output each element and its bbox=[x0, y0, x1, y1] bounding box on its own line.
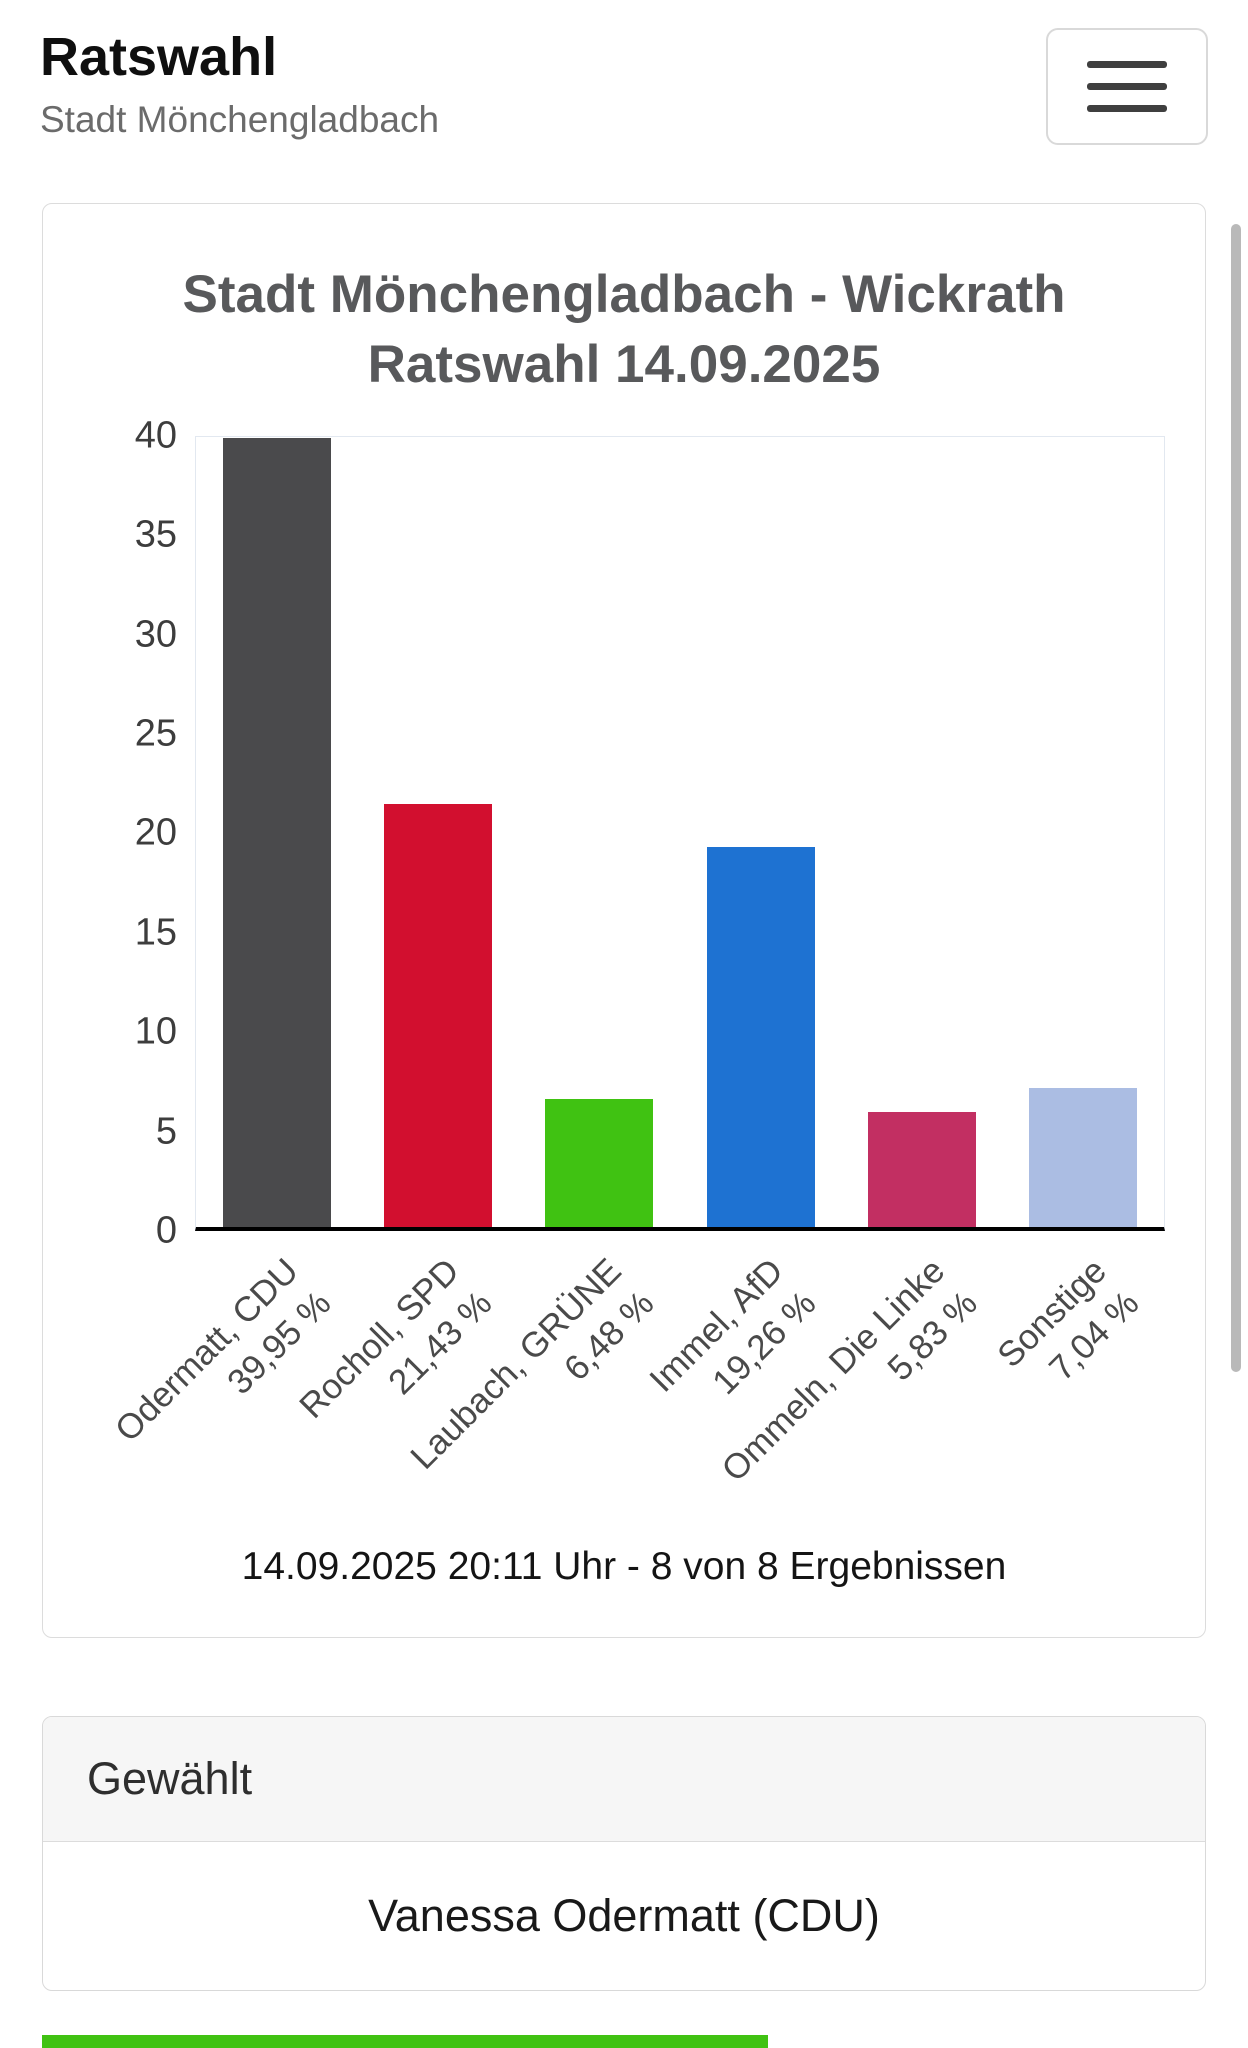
y-axis-tick-label: 25 bbox=[134, 712, 177, 755]
chart-bar-3 bbox=[545, 1098, 654, 1227]
bar-chart: 0 5 10 15 20 25 30 35 40 Odermatt, CDU 39,95 % Roc… bbox=[83, 414, 1165, 1531]
main-content: Stadt Mönchengladbach - Wickrath Ratswah… bbox=[0, 203, 1248, 2048]
elected-name: Vanessa Odermatt (CDU) bbox=[368, 1889, 880, 1941]
chart-bar-2 bbox=[383, 803, 492, 1227]
next-chart-partial-bar bbox=[42, 2034, 768, 2048]
y-axis-tick-label: 10 bbox=[134, 1010, 177, 1053]
y-axis-tick-label: 5 bbox=[155, 1110, 177, 1153]
y-axis-tick-label: 15 bbox=[134, 911, 177, 954]
x-axis-label: Sonstige 7,04 % bbox=[988, 1249, 1149, 1410]
chart-bar-6 bbox=[1029, 1087, 1138, 1227]
app-subtitle: Stadt Mönchengladbach bbox=[40, 99, 440, 141]
chart-bar-1 bbox=[222, 437, 331, 1227]
scrollbar-thumb[interactable] bbox=[1231, 224, 1241, 1372]
hamburger-icon bbox=[1087, 61, 1167, 112]
app-header: Ratswahl Stadt Mönchengladbach bbox=[0, 0, 1248, 175]
y-axis: 0 5 10 15 20 25 30 35 40 bbox=[83, 414, 195, 1251]
x-axis-label: Odermatt, CDU 39,95 % bbox=[105, 1249, 340, 1484]
x-axis-labels: Odermatt, CDU 39,95 % Rocholl, SPD 21,43 % L… bbox=[107, 1231, 1165, 1531]
results-chart-card: Stadt Mönchengladbach - Wickrath Ratswah… bbox=[42, 203, 1206, 1638]
app-title-block: Ratswahl Stadt Mönchengladbach bbox=[40, 27, 440, 141]
chart-bar-4 bbox=[706, 846, 815, 1227]
elected-card: Gewählt Vanessa Odermatt (CDU) bbox=[42, 1715, 1206, 1991]
chart-title-line-1: Stadt Mönchengladbach - Wickrath bbox=[182, 265, 1066, 324]
y-axis-tick-label: 0 bbox=[155, 1209, 177, 1252]
y-axis-tick-label: 40 bbox=[134, 414, 177, 457]
y-axis-tick-label: 20 bbox=[134, 811, 177, 854]
app-title: Ratswahl bbox=[40, 27, 278, 87]
plot-area bbox=[195, 435, 1165, 1231]
y-axis-tick-label: 35 bbox=[134, 513, 177, 556]
elected-card-header: Gewählt bbox=[43, 1716, 1205, 1842]
chart-bar-5 bbox=[867, 1111, 976, 1227]
chart-title: Stadt Mönchengladbach - Wickrath Ratswah… bbox=[83, 260, 1165, 400]
chart-caption: 14.09.2025 20:11 Uhr - 8 von 8 Ergebniss… bbox=[241, 1544, 1007, 1588]
menu-button[interactable] bbox=[1046, 28, 1208, 145]
chart-title-line-2: Ratswahl 14.09.2025 bbox=[367, 334, 881, 394]
y-axis-tick-label: 30 bbox=[134, 613, 177, 656]
bars bbox=[196, 437, 1164, 1227]
